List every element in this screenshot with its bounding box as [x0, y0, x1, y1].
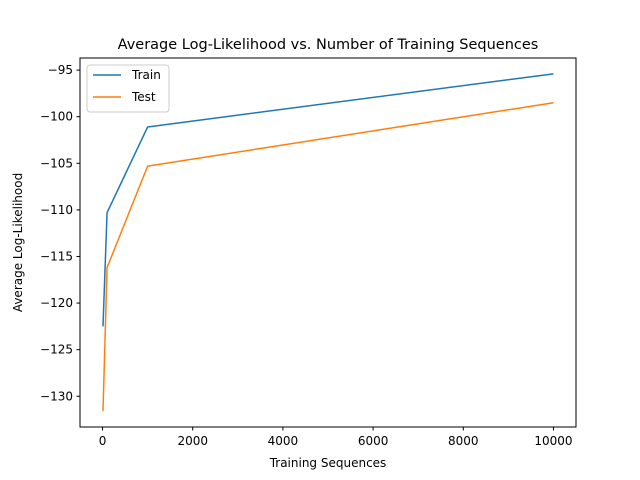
x-tick-label: 6000 — [358, 434, 389, 448]
x-tick-label: 4000 — [268, 434, 299, 448]
x-tick-label: 2000 — [177, 434, 208, 448]
y-axis-label: Average Log-Likelihood — [11, 173, 25, 312]
x-tick-label: 0 — [99, 434, 107, 448]
y-tick-label: −115 — [40, 249, 73, 263]
y-tick-label: −105 — [40, 156, 73, 170]
y-tick-label: −125 — [40, 343, 73, 357]
x-axis: 0 2000 4000 6000 8000 10000 — [99, 427, 573, 448]
x-axis-label: Training Sequences — [269, 456, 387, 470]
y-tick-label: −120 — [40, 296, 73, 310]
x-tick-label: 10000 — [534, 434, 572, 448]
x-tick-label: 8000 — [448, 434, 479, 448]
legend-label: Train — [131, 68, 161, 82]
plot-frame — [79, 57, 577, 428]
series-lines — [102, 73, 554, 412]
series-line-train — [102, 73, 554, 327]
y-tick-label: −110 — [40, 203, 73, 217]
chart-title: Average Log-Likelihood vs. Number of Tra… — [118, 37, 539, 53]
y-tick-label: −130 — [40, 389, 73, 403]
legend: Train Test — [86, 64, 170, 113]
y-tick-label: −95 — [48, 63, 73, 77]
y-axis: −95 −100 −105 −110 −115 −120 −125 −130 — [40, 63, 80, 403]
plot-area — [79, 57, 577, 428]
series-line-test — [102, 101, 554, 412]
legend-label: Test — [131, 90, 156, 104]
y-tick-label: −100 — [40, 110, 73, 124]
legend-box — [86, 64, 170, 113]
